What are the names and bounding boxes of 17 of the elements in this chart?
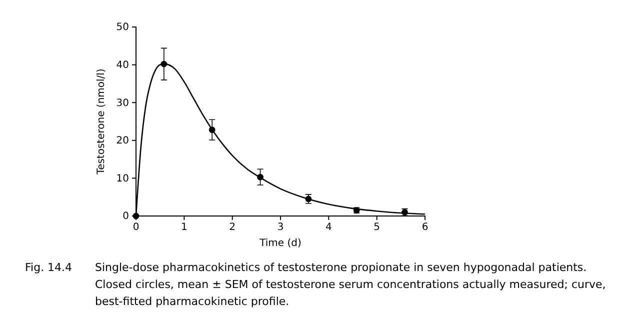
y-tick-label: 10 <box>116 173 129 184</box>
x-tick-label: 3 <box>277 222 284 234</box>
y-axis-title: Testosterone (nmol/l) <box>96 68 107 176</box>
x-tick-label: 0 <box>132 222 140 234</box>
text: Single-dose pharmacokinetics of testosterone propionate in seven hypogonadal patients. Closed circles, mean ± SEM of testosterone serum concentrations actually measured; curve, best-fitted pharmacokinetic profile. <box>95 261 606 308</box>
x-tick-label: 5 <box>374 222 380 234</box>
x-tick-label: 4 <box>325 222 332 234</box>
y-tick-label: 0 <box>122 211 129 222</box>
caption: Fig. 14.4 <box>25 261 72 274</box>
x-axis-title: Time (d) <box>258 238 302 249</box>
x-tick-label: 1 <box>180 222 188 234</box>
x-tick-label: 2 <box>229 222 236 234</box>
y-tick-label: 40 <box>116 60 129 71</box>
y-tick-label: 30 <box>116 98 129 109</box>
y-tick-label: 20 <box>116 136 129 147</box>
x-tick-label: 6 <box>422 222 428 234</box>
y-tick-label: 50 <box>116 22 129 34</box>
